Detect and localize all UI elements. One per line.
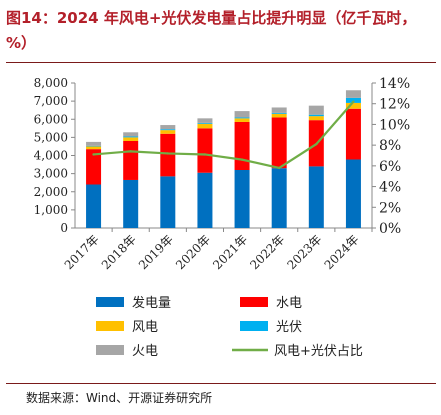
bar-segment	[345, 108, 361, 160]
left-tick-label: 8,000	[34, 76, 68, 90]
source-divider	[6, 383, 436, 384]
left-tick-label: 1,000	[34, 203, 68, 217]
chart-title: 图14：2024 年风电+光伏发电量占比提升明显（亿千瓦时，%）	[6, 9, 417, 52]
bar-segment	[345, 97, 361, 103]
chart-bars	[86, 90, 361, 228]
bar-segment	[160, 125, 176, 130]
bar-segment	[123, 136, 139, 138]
line-point	[92, 153, 95, 156]
line-point	[277, 166, 281, 170]
left-tick-label: 5,000	[34, 130, 68, 144]
chart-svg: 0 1,000 2,000 3,000 4,000 5,000 6,000 7,000 8,00…	[34, 76, 410, 359]
bar-segment	[86, 145, 102, 147]
right-tick-label: 12%	[379, 97, 410, 113]
x-tick-label: 2019年	[136, 232, 176, 272]
right-tick-label: 0%	[379, 221, 401, 237]
legend-swatch	[96, 321, 124, 331]
x-tick-label: 2018年	[99, 232, 139, 272]
bar-segment	[345, 102, 361, 109]
legend-label: 风电	[132, 320, 158, 335]
bar-segment	[197, 122, 213, 124]
right-tick-label: 10%	[379, 117, 410, 133]
bar-segment	[86, 184, 102, 228]
title-divider	[6, 62, 436, 63]
bar-segment	[234, 117, 250, 119]
bar-segment	[271, 113, 287, 118]
bar-segment	[308, 166, 324, 228]
right-tick-label: 2%	[379, 200, 401, 216]
bar-segment	[308, 114, 324, 117]
left-tick-label: 3,000	[34, 167, 68, 181]
legend-label: 发电量	[132, 295, 171, 311]
bar-segment	[123, 132, 139, 137]
bar-segment	[234, 111, 250, 118]
chart-axes	[74, 83, 373, 229]
bar-segment	[197, 118, 213, 123]
bar-segment	[86, 146, 102, 150]
line-point	[315, 142, 318, 146]
bar-segment	[160, 129, 176, 131]
line-point	[129, 150, 132, 153]
legend-label: 风电+光伏占比	[274, 344, 363, 359]
left-tick-label: 4,000	[34, 149, 68, 163]
bar-segment	[160, 130, 176, 134]
legend-swatch	[240, 321, 268, 331]
line-point	[203, 153, 207, 156]
legend-swatch	[240, 297, 268, 307]
bar-segment	[197, 123, 213, 129]
left-tick-label: 7,000	[34, 94, 68, 108]
bar-segment	[308, 105, 324, 115]
bar-segment	[271, 112, 287, 114]
bar-segment	[160, 133, 176, 177]
x-tick-label: 2024年	[322, 232, 362, 272]
right-tick-label: 4%	[379, 180, 401, 196]
right-tick-label: 8%	[379, 138, 401, 154]
bar-segment	[123, 141, 139, 180]
legend-label: 光伏	[276, 320, 302, 335]
legend-swatch	[96, 345, 124, 355]
bar-segment	[123, 137, 139, 141]
left-tick-label: 0	[60, 221, 68, 235]
line-point	[240, 158, 244, 161]
line-series	[93, 100, 355, 170]
right-tick-label: 14%	[379, 76, 410, 92]
bar-segment	[234, 170, 250, 228]
source-note: 数据来源：Wind、开源证券研究所	[26, 391, 213, 405]
line-point	[166, 152, 170, 155]
bar-segment	[86, 141, 102, 146]
bar-segment	[123, 179, 139, 228]
x-tick-label: 2022年	[247, 232, 287, 272]
bar-segment	[234, 118, 250, 122]
x-tick-label: 2020年	[173, 232, 213, 272]
legend-label: 水电	[276, 296, 302, 311]
bar-segment	[271, 107, 287, 113]
bar-segment	[271, 168, 287, 228]
right-tick-label: 6%	[379, 159, 401, 175]
legend-label: 火电	[132, 344, 158, 359]
bar-segment	[308, 116, 324, 121]
bar-segment	[86, 149, 102, 185]
x-tick-label: 2021年	[210, 232, 250, 272]
legend-swatch	[96, 297, 124, 307]
left-tick-label: 6,000	[34, 112, 68, 126]
line-point	[352, 100, 355, 103]
bar-segment	[345, 159, 361, 228]
bar-segment	[271, 117, 287, 169]
bar-segment	[160, 176, 176, 228]
bar-segment	[345, 90, 361, 98]
bar-segment	[197, 128, 213, 173]
bar-segment	[197, 172, 213, 228]
chart-line	[92, 100, 355, 170]
x-tick-label: 2017年	[62, 232, 102, 272]
x-tick-label: 2023年	[284, 232, 324, 272]
left-tick-label: 2,000	[34, 185, 68, 199]
bar-segment	[234, 121, 250, 170]
